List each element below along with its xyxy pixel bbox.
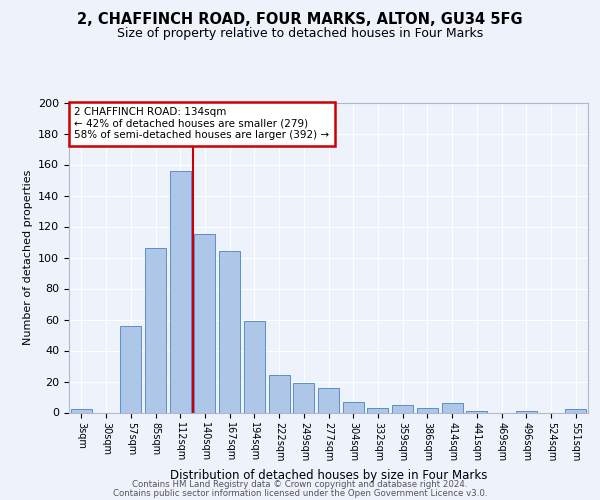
X-axis label: Distribution of detached houses by size in Four Marks: Distribution of detached houses by size …	[170, 468, 487, 481]
Bar	[219, 252, 240, 412]
Bar	[466, 411, 487, 412]
Bar	[120, 326, 141, 412]
Text: 2 CHAFFINCH ROAD: 134sqm
← 42% of detached houses are smaller (279)
58% of semi-: 2 CHAFFINCH ROAD: 134sqm ← 42% of detach…	[74, 107, 329, 140]
Bar	[343, 402, 364, 412]
Text: Contains HM Land Registry data © Crown copyright and database right 2024.: Contains HM Land Registry data © Crown c…	[132, 480, 468, 489]
Bar	[244, 321, 265, 412]
Bar	[145, 248, 166, 412]
Bar	[170, 170, 191, 412]
Text: Contains public sector information licensed under the Open Government Licence v3: Contains public sector information licen…	[113, 488, 487, 498]
Bar	[367, 408, 388, 412]
Bar	[392, 405, 413, 412]
Bar	[71, 410, 92, 412]
Bar	[269, 376, 290, 412]
Bar	[417, 408, 438, 412]
Text: 2, CHAFFINCH ROAD, FOUR MARKS, ALTON, GU34 5FG: 2, CHAFFINCH ROAD, FOUR MARKS, ALTON, GU…	[77, 12, 523, 28]
Bar	[442, 403, 463, 412]
Y-axis label: Number of detached properties: Number of detached properties	[23, 170, 32, 345]
Bar	[516, 411, 537, 412]
Text: Size of property relative to detached houses in Four Marks: Size of property relative to detached ho…	[117, 28, 483, 40]
Bar	[565, 410, 586, 412]
Bar	[318, 388, 339, 412]
Bar	[293, 383, 314, 412]
Bar	[194, 234, 215, 412]
